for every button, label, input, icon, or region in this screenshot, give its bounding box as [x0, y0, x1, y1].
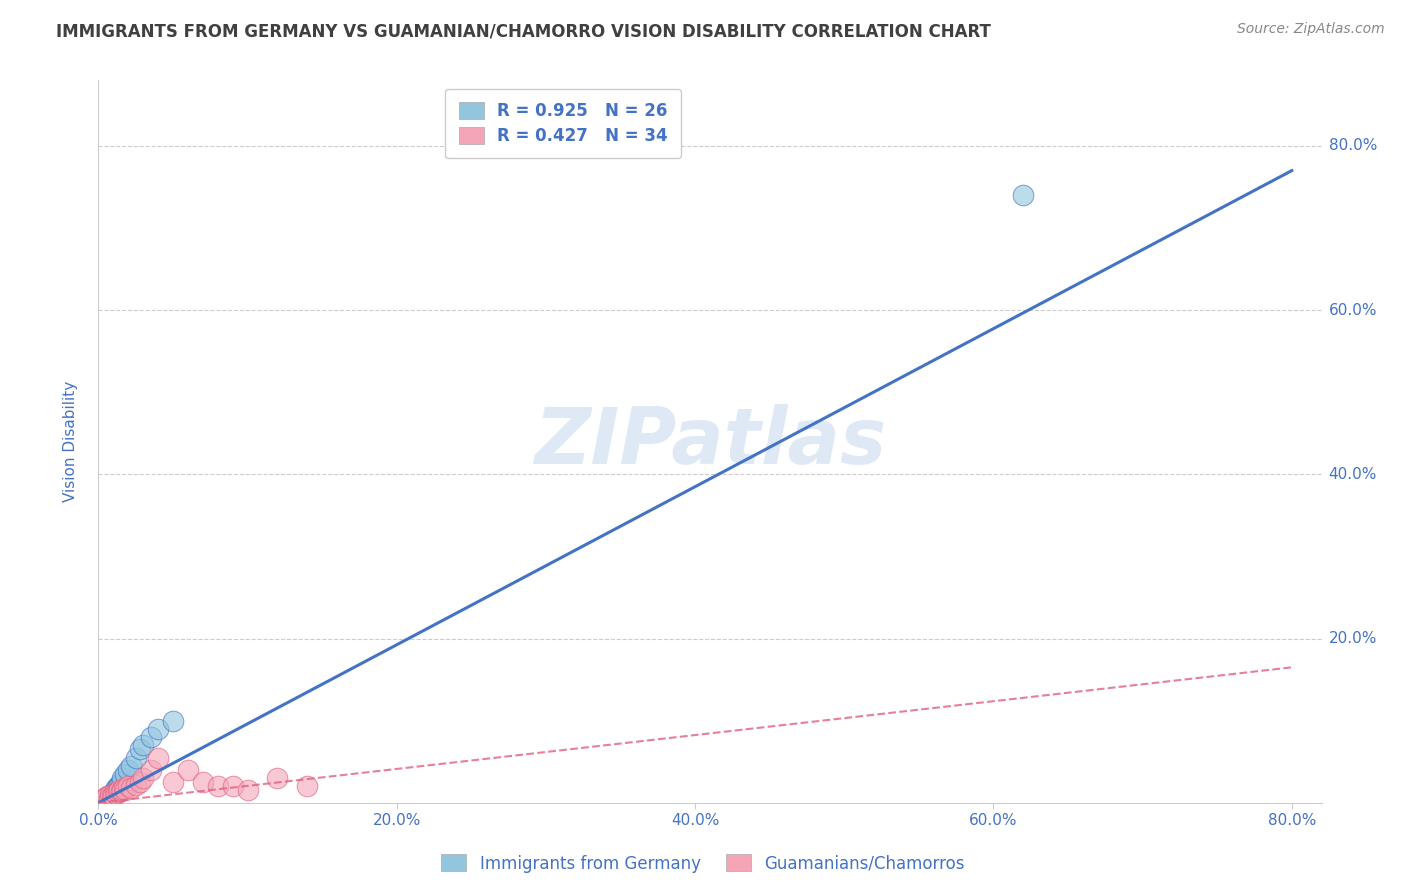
- Point: [89, 794, 111, 808]
- Point: [125, 778, 148, 792]
- Point: [177, 763, 200, 777]
- Point: [132, 771, 155, 785]
- Point: [103, 788, 125, 802]
- Point: [101, 788, 124, 802]
- Point: [108, 778, 131, 792]
- Point: [94, 791, 117, 805]
- Legend: Immigrants from Germany, Guamanians/Chamorros: Immigrants from Germany, Guamanians/Cham…: [434, 847, 972, 880]
- Point: [120, 759, 142, 773]
- Point: [91, 793, 114, 807]
- Legend: R = 0.925   N = 26, R = 0.427   N = 34: R = 0.925 N = 26, R = 0.427 N = 34: [446, 88, 681, 158]
- Point: [98, 789, 121, 803]
- Point: [90, 793, 112, 807]
- Point: [104, 786, 127, 800]
- Point: [105, 787, 128, 801]
- Point: [96, 790, 118, 805]
- Point: [101, 789, 124, 804]
- Point: [98, 789, 121, 803]
- Point: [103, 786, 125, 800]
- Point: [97, 789, 120, 804]
- Point: [97, 790, 120, 805]
- Y-axis label: Vision Disability: Vision Disability: [63, 381, 77, 502]
- Point: [110, 784, 132, 798]
- Point: [120, 780, 142, 795]
- Point: [90, 794, 112, 808]
- Point: [107, 785, 129, 799]
- Text: 20.0%: 20.0%: [1329, 632, 1376, 646]
- Point: [1012, 188, 1035, 202]
- Point: [236, 783, 259, 797]
- Point: [129, 775, 152, 789]
- Point: [117, 780, 139, 794]
- Point: [146, 722, 169, 736]
- Point: [162, 775, 184, 789]
- Point: [94, 790, 117, 805]
- Point: [139, 730, 162, 744]
- Point: [207, 780, 229, 794]
- Point: [104, 783, 127, 797]
- Text: 40.0%: 40.0%: [1329, 467, 1376, 482]
- Point: [162, 714, 184, 728]
- Point: [107, 780, 129, 794]
- Point: [105, 780, 128, 795]
- Text: ZIPatlas: ZIPatlas: [534, 403, 886, 480]
- Point: [114, 767, 136, 781]
- Point: [191, 775, 214, 789]
- Point: [221, 780, 243, 794]
- Point: [94, 790, 117, 805]
- Text: 80.0%: 80.0%: [1329, 138, 1376, 153]
- Point: [111, 771, 134, 785]
- Point: [112, 780, 135, 795]
- Point: [96, 789, 118, 804]
- Point: [117, 763, 139, 777]
- Point: [108, 783, 131, 797]
- Point: [111, 782, 134, 797]
- Point: [91, 792, 114, 806]
- Point: [146, 750, 169, 764]
- Point: [129, 742, 152, 756]
- Point: [132, 739, 155, 753]
- Point: [266, 771, 288, 785]
- Point: [125, 750, 148, 764]
- Text: 60.0%: 60.0%: [1329, 302, 1376, 318]
- Point: [93, 792, 115, 806]
- Point: [139, 763, 162, 777]
- Point: [110, 775, 132, 789]
- Text: Source: ZipAtlas.com: Source: ZipAtlas.com: [1237, 22, 1385, 37]
- Point: [94, 790, 117, 805]
- Point: [93, 791, 115, 805]
- Point: [114, 783, 136, 797]
- Point: [297, 780, 319, 794]
- Text: IMMIGRANTS FROM GERMANY VS GUAMANIAN/CHAMORRO VISION DISABILITY CORRELATION CHAR: IMMIGRANTS FROM GERMANY VS GUAMANIAN/CHA…: [56, 22, 991, 40]
